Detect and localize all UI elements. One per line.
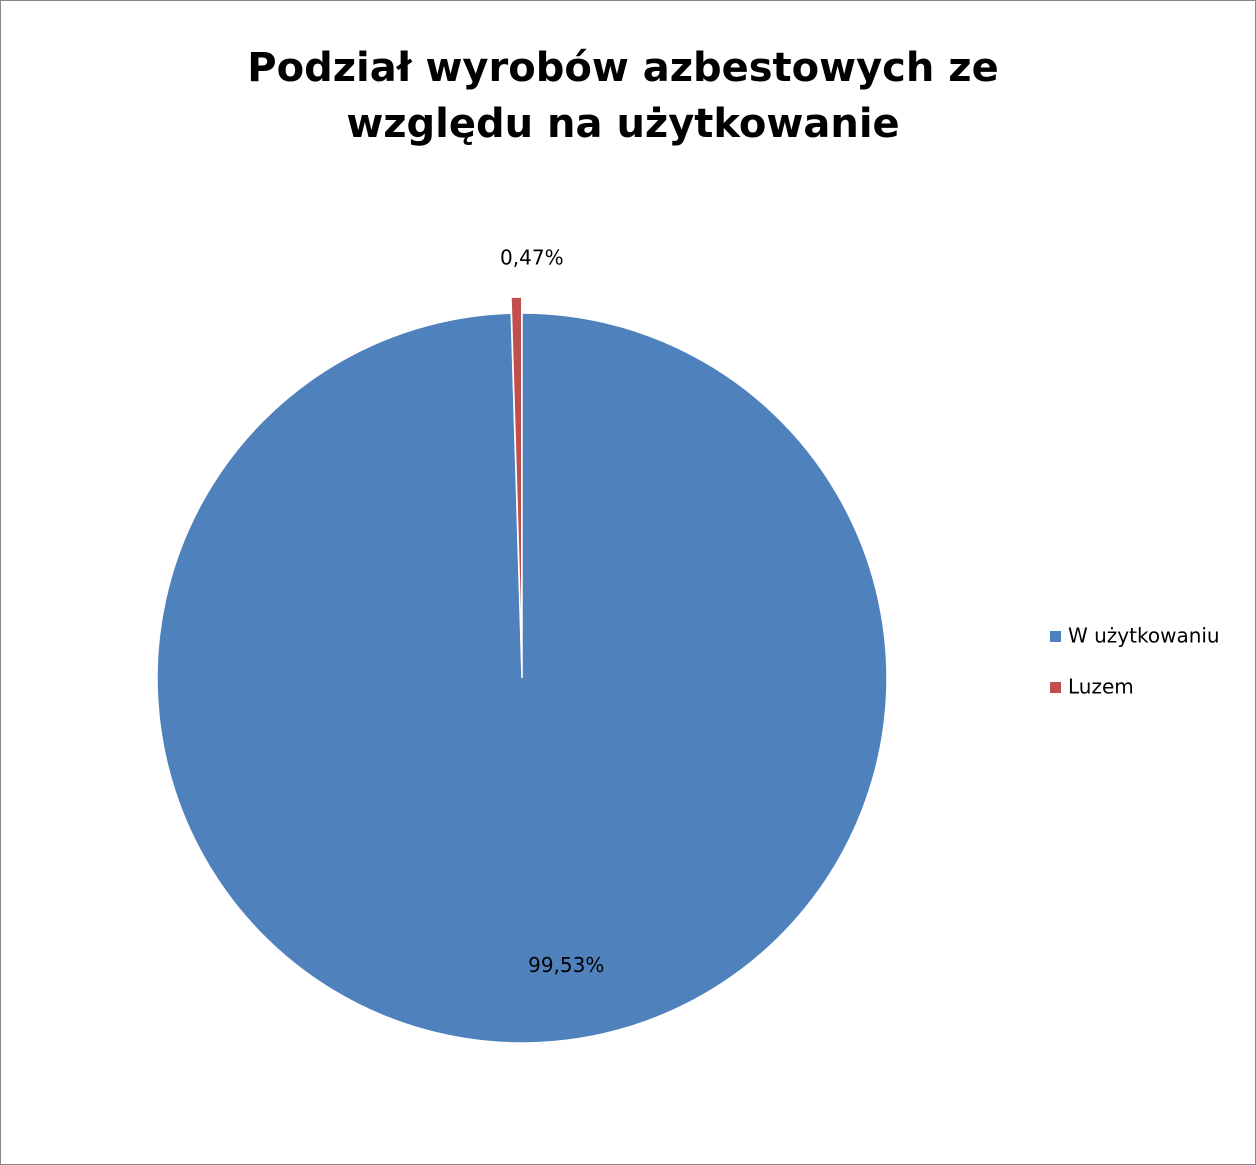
pie-slice [510,296,523,663]
legend-label: W użytkowaniu [1068,624,1220,648]
chart-title: Podział wyrobów azbestowych ze względu n… [247,45,999,147]
legend-swatch [1050,631,1061,642]
pie-slice [156,312,888,1044]
legend-label: Luzem [1068,675,1134,699]
legend-swatch [1050,682,1061,693]
data-label: 99,53% [528,953,604,977]
data-label: 0,47% [500,246,564,270]
